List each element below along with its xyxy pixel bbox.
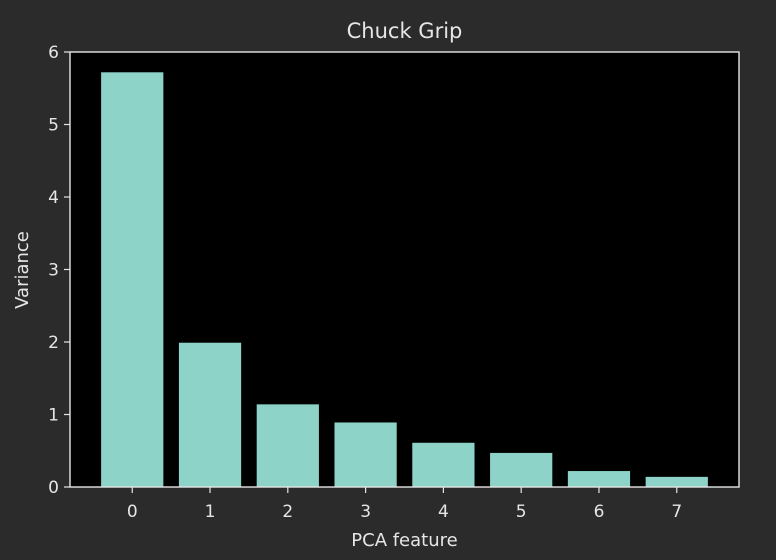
bars-group: [101, 72, 708, 488]
x-axis-label: PCA feature: [351, 530, 457, 551]
x-tick-label: 1: [205, 502, 216, 522]
x-tick-label: 4: [438, 502, 449, 522]
plot-area: [70, 52, 739, 487]
bar-3: [334, 422, 397, 487]
chart-title: Chuck Grip: [347, 19, 463, 43]
bar-0: [101, 72, 164, 488]
y-tick-label: 6: [48, 43, 59, 63]
x-tick-label: 3: [360, 502, 371, 522]
y-tick-label: 0: [48, 478, 59, 498]
bar-7: [645, 476, 708, 487]
y-tick-label: 1: [48, 406, 59, 426]
x-tick-label: 5: [516, 502, 527, 522]
x-tick-label: 2: [282, 502, 293, 522]
x-tick-label: 6: [594, 502, 605, 522]
x-tick-label: 0: [127, 502, 138, 522]
x-axis-ticks: 0 1 2 3 4 5 6 7: [127, 487, 682, 522]
y-tick-label: 5: [48, 116, 59, 136]
bar-5: [490, 452, 553, 487]
bar-1: [178, 342, 242, 487]
bar-4: [412, 442, 475, 487]
y-tick-label: 4: [48, 188, 59, 208]
plot-frame: [69, 51, 740, 488]
y-axis-ticks: 0 1 2 3 4 5 6: [48, 43, 70, 498]
bar-2: [256, 404, 319, 487]
x-tick-label: 7: [671, 502, 682, 522]
y-axis-label: Variance: [12, 231, 33, 309]
bar-6: [567, 471, 631, 487]
y-tick-label: 3: [48, 261, 59, 281]
y-tick-label: 2: [48, 333, 59, 353]
